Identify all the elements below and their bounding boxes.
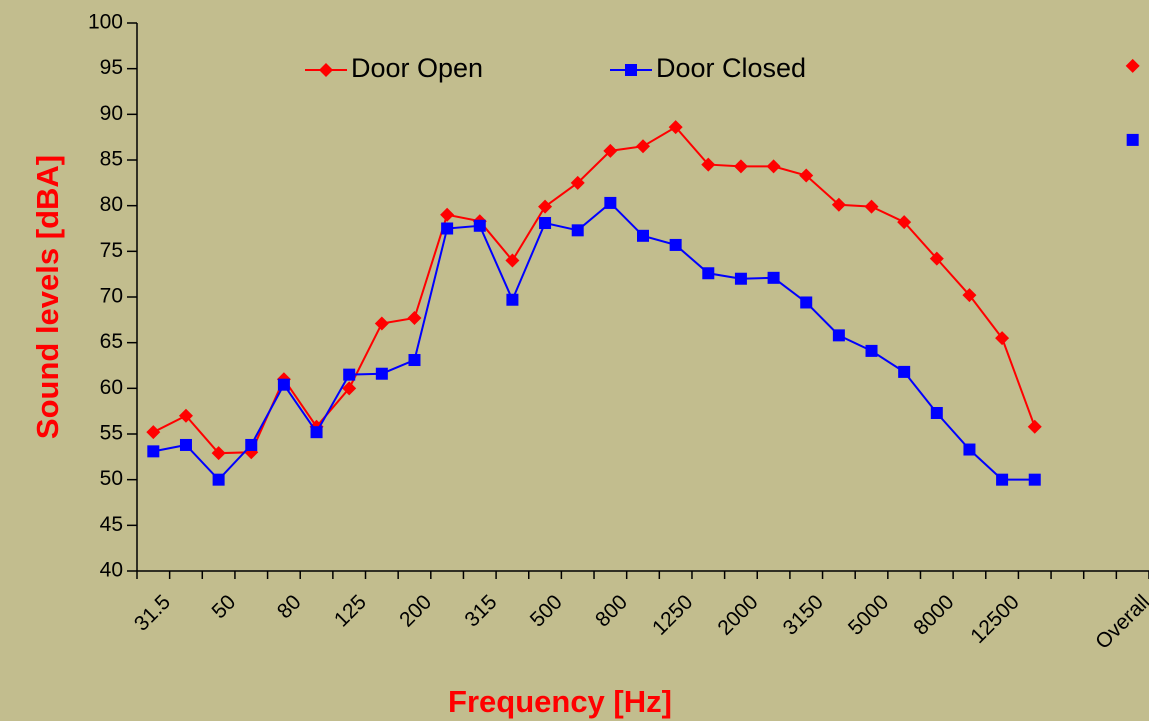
marker-diamond xyxy=(831,197,846,212)
marker-square xyxy=(343,368,356,381)
legend-marker xyxy=(625,64,637,76)
y-tick-label: 60 xyxy=(100,376,123,399)
marker-diamond xyxy=(342,381,357,396)
x-axis-title: Frequency [Hz] xyxy=(448,684,672,719)
marker-square xyxy=(539,217,552,230)
marker-diamond xyxy=(995,331,1010,346)
marker-diamond xyxy=(636,139,650,154)
marker-diamond xyxy=(962,288,977,303)
marker-square xyxy=(996,473,1009,486)
marker-diamond xyxy=(799,168,814,183)
y-tick-label: 95 xyxy=(100,56,123,79)
marker-diamond xyxy=(1125,58,1140,73)
marker-square xyxy=(506,293,519,306)
marker-square xyxy=(832,329,845,342)
x-tick-label: 200 xyxy=(395,590,436,631)
marker-square xyxy=(930,406,943,419)
legend-marker xyxy=(319,63,333,77)
marker-diamond xyxy=(864,199,879,214)
x-tick-label: 500 xyxy=(526,590,567,631)
x-tick-label: 3150 xyxy=(779,590,828,639)
marker-square xyxy=(637,229,649,242)
x-tick-label: 800 xyxy=(591,590,632,631)
marker-square xyxy=(963,443,976,456)
marker-diamond xyxy=(897,215,912,230)
y-tick-label: 90 xyxy=(100,102,123,125)
marker-diamond xyxy=(701,157,716,172)
marker-square xyxy=(179,438,192,451)
marker-square xyxy=(408,354,421,367)
x-tick-label: Overall xyxy=(1091,590,1149,653)
marker-square xyxy=(310,426,323,439)
marker-diamond xyxy=(1027,419,1042,434)
y-tick-label: 40 xyxy=(100,559,123,582)
x-tick-label: 50 xyxy=(208,590,241,623)
x-tick-label: 1250 xyxy=(648,590,697,639)
marker-square xyxy=(277,378,290,391)
marker-square xyxy=(604,196,617,209)
marker-square xyxy=(702,267,715,280)
marker-square xyxy=(375,367,388,380)
marker-diamond xyxy=(407,311,422,326)
x-tick-label: 12500 xyxy=(966,590,1024,648)
marker-square xyxy=(571,224,584,237)
x-tick-label: 2000 xyxy=(713,590,762,639)
marker-square xyxy=(865,344,878,357)
marker-diamond xyxy=(211,446,226,461)
legend-label: Door Closed xyxy=(656,53,806,83)
y-axis-title: Sound levels [dBA] xyxy=(30,155,65,439)
marker-square xyxy=(473,219,486,232)
y-tick-label: 85 xyxy=(100,148,123,171)
x-tick-label: 31.5 xyxy=(130,590,175,635)
y-tick-label: 55 xyxy=(100,422,123,445)
y-tick-label: 100 xyxy=(88,11,123,34)
marker-square xyxy=(898,365,911,378)
y-tick-label: 65 xyxy=(100,330,123,353)
marker-square xyxy=(1028,473,1041,486)
legend-label: Door Open xyxy=(351,53,483,83)
marker-diamond xyxy=(505,253,520,268)
marker-diamond xyxy=(668,120,683,135)
marker-diamond xyxy=(146,425,161,440)
marker-square xyxy=(212,473,225,486)
y-tick-label: 70 xyxy=(100,285,123,308)
marker-diamond xyxy=(440,207,455,222)
marker-diamond xyxy=(733,159,748,174)
marker-square xyxy=(767,271,780,284)
marker-square xyxy=(147,445,160,458)
x-tick-label: 8000 xyxy=(909,590,958,639)
series-line xyxy=(152,125,1036,455)
marker-diamond xyxy=(538,199,553,214)
marker-square xyxy=(245,438,258,451)
x-tick-label: 5000 xyxy=(844,590,893,639)
marker-square xyxy=(1126,133,1139,146)
marker-diamond xyxy=(929,251,944,266)
marker-square xyxy=(669,238,682,251)
marker-diamond xyxy=(603,143,618,158)
marker-diamond xyxy=(766,159,781,174)
marker-square xyxy=(441,222,454,235)
x-tick-label: 315 xyxy=(460,590,501,631)
marker-square xyxy=(734,272,747,285)
marker-diamond xyxy=(178,408,193,423)
marker-square xyxy=(800,296,813,309)
y-tick-label: 45 xyxy=(100,513,123,536)
x-tick-label: 80 xyxy=(273,590,306,623)
y-tick-label: 50 xyxy=(100,467,123,490)
y-tick-label: 80 xyxy=(100,193,123,216)
x-tick-label: 125 xyxy=(330,590,371,631)
marker-diamond xyxy=(570,175,585,190)
series-line xyxy=(153,201,1035,482)
y-tick-label: 75 xyxy=(100,239,123,262)
marker-diamond xyxy=(374,316,389,331)
